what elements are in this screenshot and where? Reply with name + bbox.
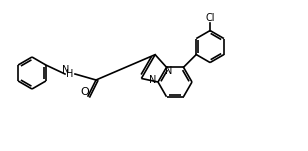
Text: N: N xyxy=(165,66,172,76)
Text: H: H xyxy=(66,69,74,79)
Text: O: O xyxy=(81,87,89,97)
Text: N: N xyxy=(149,75,157,85)
Text: N: N xyxy=(62,65,70,75)
Text: Cl: Cl xyxy=(205,13,215,22)
